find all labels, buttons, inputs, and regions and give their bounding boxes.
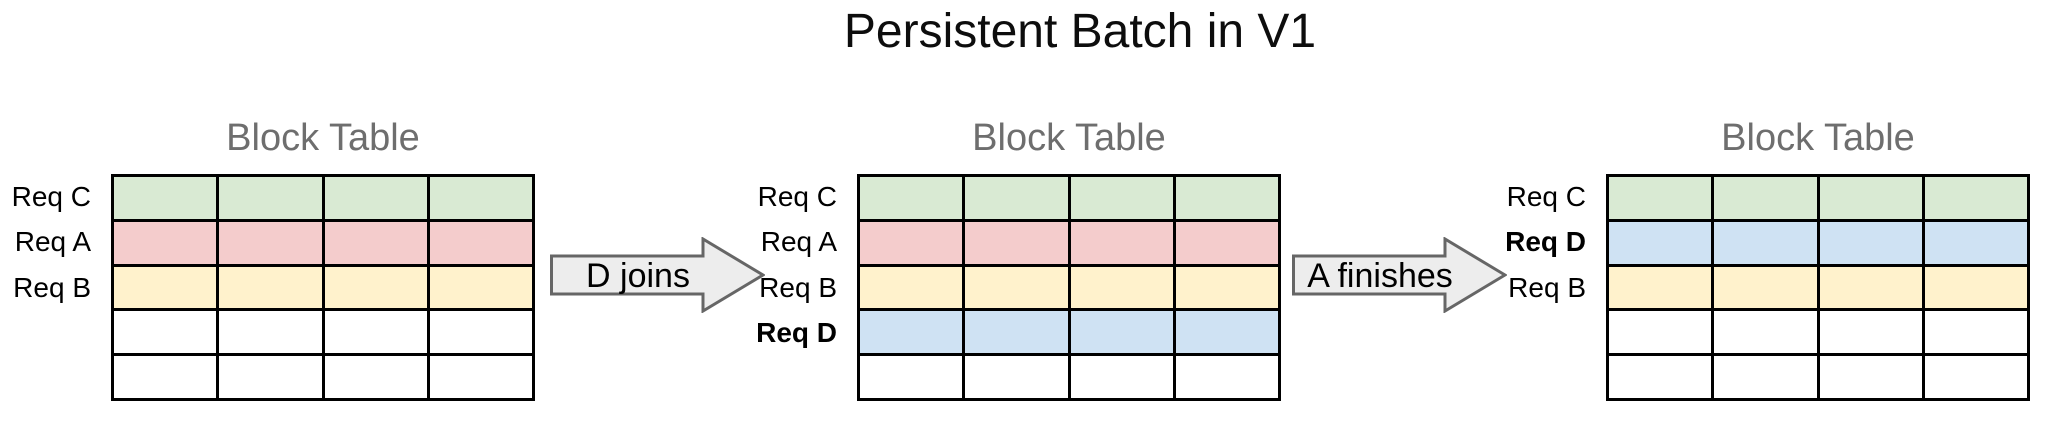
block-cell-white xyxy=(1175,356,1278,398)
block-table-title: Block Table xyxy=(1721,117,1915,159)
block-cell-yellow xyxy=(1714,266,1817,309)
block-cell-blue xyxy=(860,311,963,354)
block-cell-blue xyxy=(965,311,1068,354)
block-cell-green xyxy=(324,177,427,219)
block-cell-blue xyxy=(1175,311,1278,354)
main-title: Persistent Batch in V1 xyxy=(843,5,1317,58)
block-cell-green xyxy=(1819,177,1922,219)
block-cell-red xyxy=(1175,221,1278,264)
block-cell-green xyxy=(429,177,532,219)
block-cell-white xyxy=(1924,356,2027,398)
block-cell-yellow xyxy=(1070,266,1173,309)
block-cell-yellow xyxy=(965,266,1068,309)
block-cell-blue xyxy=(1924,221,2027,264)
block-cell-yellow xyxy=(219,266,322,309)
row-label-empty xyxy=(0,310,91,355)
block-cell-red xyxy=(860,221,963,264)
block-cell-red xyxy=(429,221,532,264)
block-cell-white xyxy=(860,356,963,398)
block-table-panel-2: Block Table Req C Req A Req B Req D xyxy=(756,119,1281,401)
row-label-req-d: Req D xyxy=(756,316,837,348)
right-arrow-shape xyxy=(550,237,765,313)
block-cell-green xyxy=(1924,177,2027,219)
block-table-panel-1: Block Table Req C Req A Req B xyxy=(12,119,535,401)
block-table-title: Block Table xyxy=(972,117,1166,159)
block-cell-white xyxy=(219,311,322,354)
block-table-grid xyxy=(857,174,1281,401)
block-cell-green xyxy=(965,177,1068,219)
row-label-empty xyxy=(1366,356,1586,401)
block-cell-red xyxy=(324,221,427,264)
row-label-empty xyxy=(1366,310,1586,355)
block-cell-white xyxy=(1714,356,1817,398)
block-cell-yellow xyxy=(1819,266,1922,309)
arrow-label: D joins xyxy=(586,257,690,295)
block-cell-green xyxy=(1070,177,1173,219)
block-cell-blue xyxy=(1819,221,1922,264)
block-cell-green xyxy=(1609,177,1712,219)
block-cell-red xyxy=(1070,221,1173,264)
block-cell-blue xyxy=(1609,221,1712,264)
block-cell-white xyxy=(965,356,1068,398)
block-cell-yellow xyxy=(860,266,963,309)
block-cell-blue xyxy=(1714,221,1817,264)
block-cell-white xyxy=(219,356,322,398)
block-cell-white xyxy=(429,356,532,398)
arrow-label: A finishes xyxy=(1307,257,1453,295)
row-labels: Req C Req A Req B xyxy=(0,174,91,401)
block-cell-white xyxy=(114,356,217,398)
row-label-empty xyxy=(0,356,91,401)
row-label-req-d: Req D xyxy=(1505,226,1586,258)
row-label-req-b: Req B xyxy=(13,271,91,303)
block-cell-white xyxy=(324,356,427,398)
row-label-empty xyxy=(617,356,837,401)
block-cell-white xyxy=(1714,311,1817,354)
block-cell-yellow xyxy=(1175,266,1278,309)
row-label-req-b: Req B xyxy=(1508,271,1586,303)
block-cell-red xyxy=(114,221,217,264)
block-cell-yellow xyxy=(1924,266,2027,309)
row-label-req-a: Req A xyxy=(14,226,91,258)
a-finishes-arrow: A finishes xyxy=(1292,237,1507,313)
block-cell-green xyxy=(219,177,322,219)
block-table-panel-3: Block Table Req C Req D Req B xyxy=(1505,119,2030,401)
block-cell-yellow xyxy=(324,266,427,309)
row-labels: Req C Req A Req B Req D xyxy=(617,174,837,401)
block-cell-white xyxy=(1819,356,1922,398)
right-arrow-shape xyxy=(1292,237,1507,313)
block-cell-white xyxy=(1924,311,2027,354)
block-cell-green xyxy=(860,177,963,219)
block-table-grid xyxy=(1606,174,2030,401)
block-cell-yellow xyxy=(1609,266,1712,309)
block-cell-white xyxy=(1609,356,1712,398)
block-table-title: Block Table xyxy=(226,117,420,159)
block-cell-red xyxy=(965,221,1068,264)
row-label-req-b: Req B xyxy=(759,271,837,303)
block-cell-white xyxy=(1609,311,1712,354)
row-labels: Req C Req D Req B xyxy=(1366,174,1586,401)
block-cell-white xyxy=(429,311,532,354)
block-cell-white xyxy=(1819,311,1922,354)
row-label-req-c: Req C xyxy=(1506,180,1586,212)
block-cell-red xyxy=(219,221,322,264)
row-label-req-c: Req C xyxy=(757,180,837,212)
block-cell-green xyxy=(114,177,217,219)
block-table-grid xyxy=(111,174,535,401)
block-cell-blue xyxy=(1070,311,1173,354)
block-cell-green xyxy=(1175,177,1278,219)
block-cell-green xyxy=(1714,177,1817,219)
block-cell-white xyxy=(114,311,217,354)
block-cell-yellow xyxy=(429,266,532,309)
block-cell-white xyxy=(324,311,427,354)
block-cell-yellow xyxy=(114,266,217,309)
row-label-req-a: Req A xyxy=(760,226,837,258)
block-cell-white xyxy=(1070,356,1173,398)
d-joins-arrow: D joins xyxy=(550,237,765,313)
row-label-req-c: Req C xyxy=(11,180,91,212)
